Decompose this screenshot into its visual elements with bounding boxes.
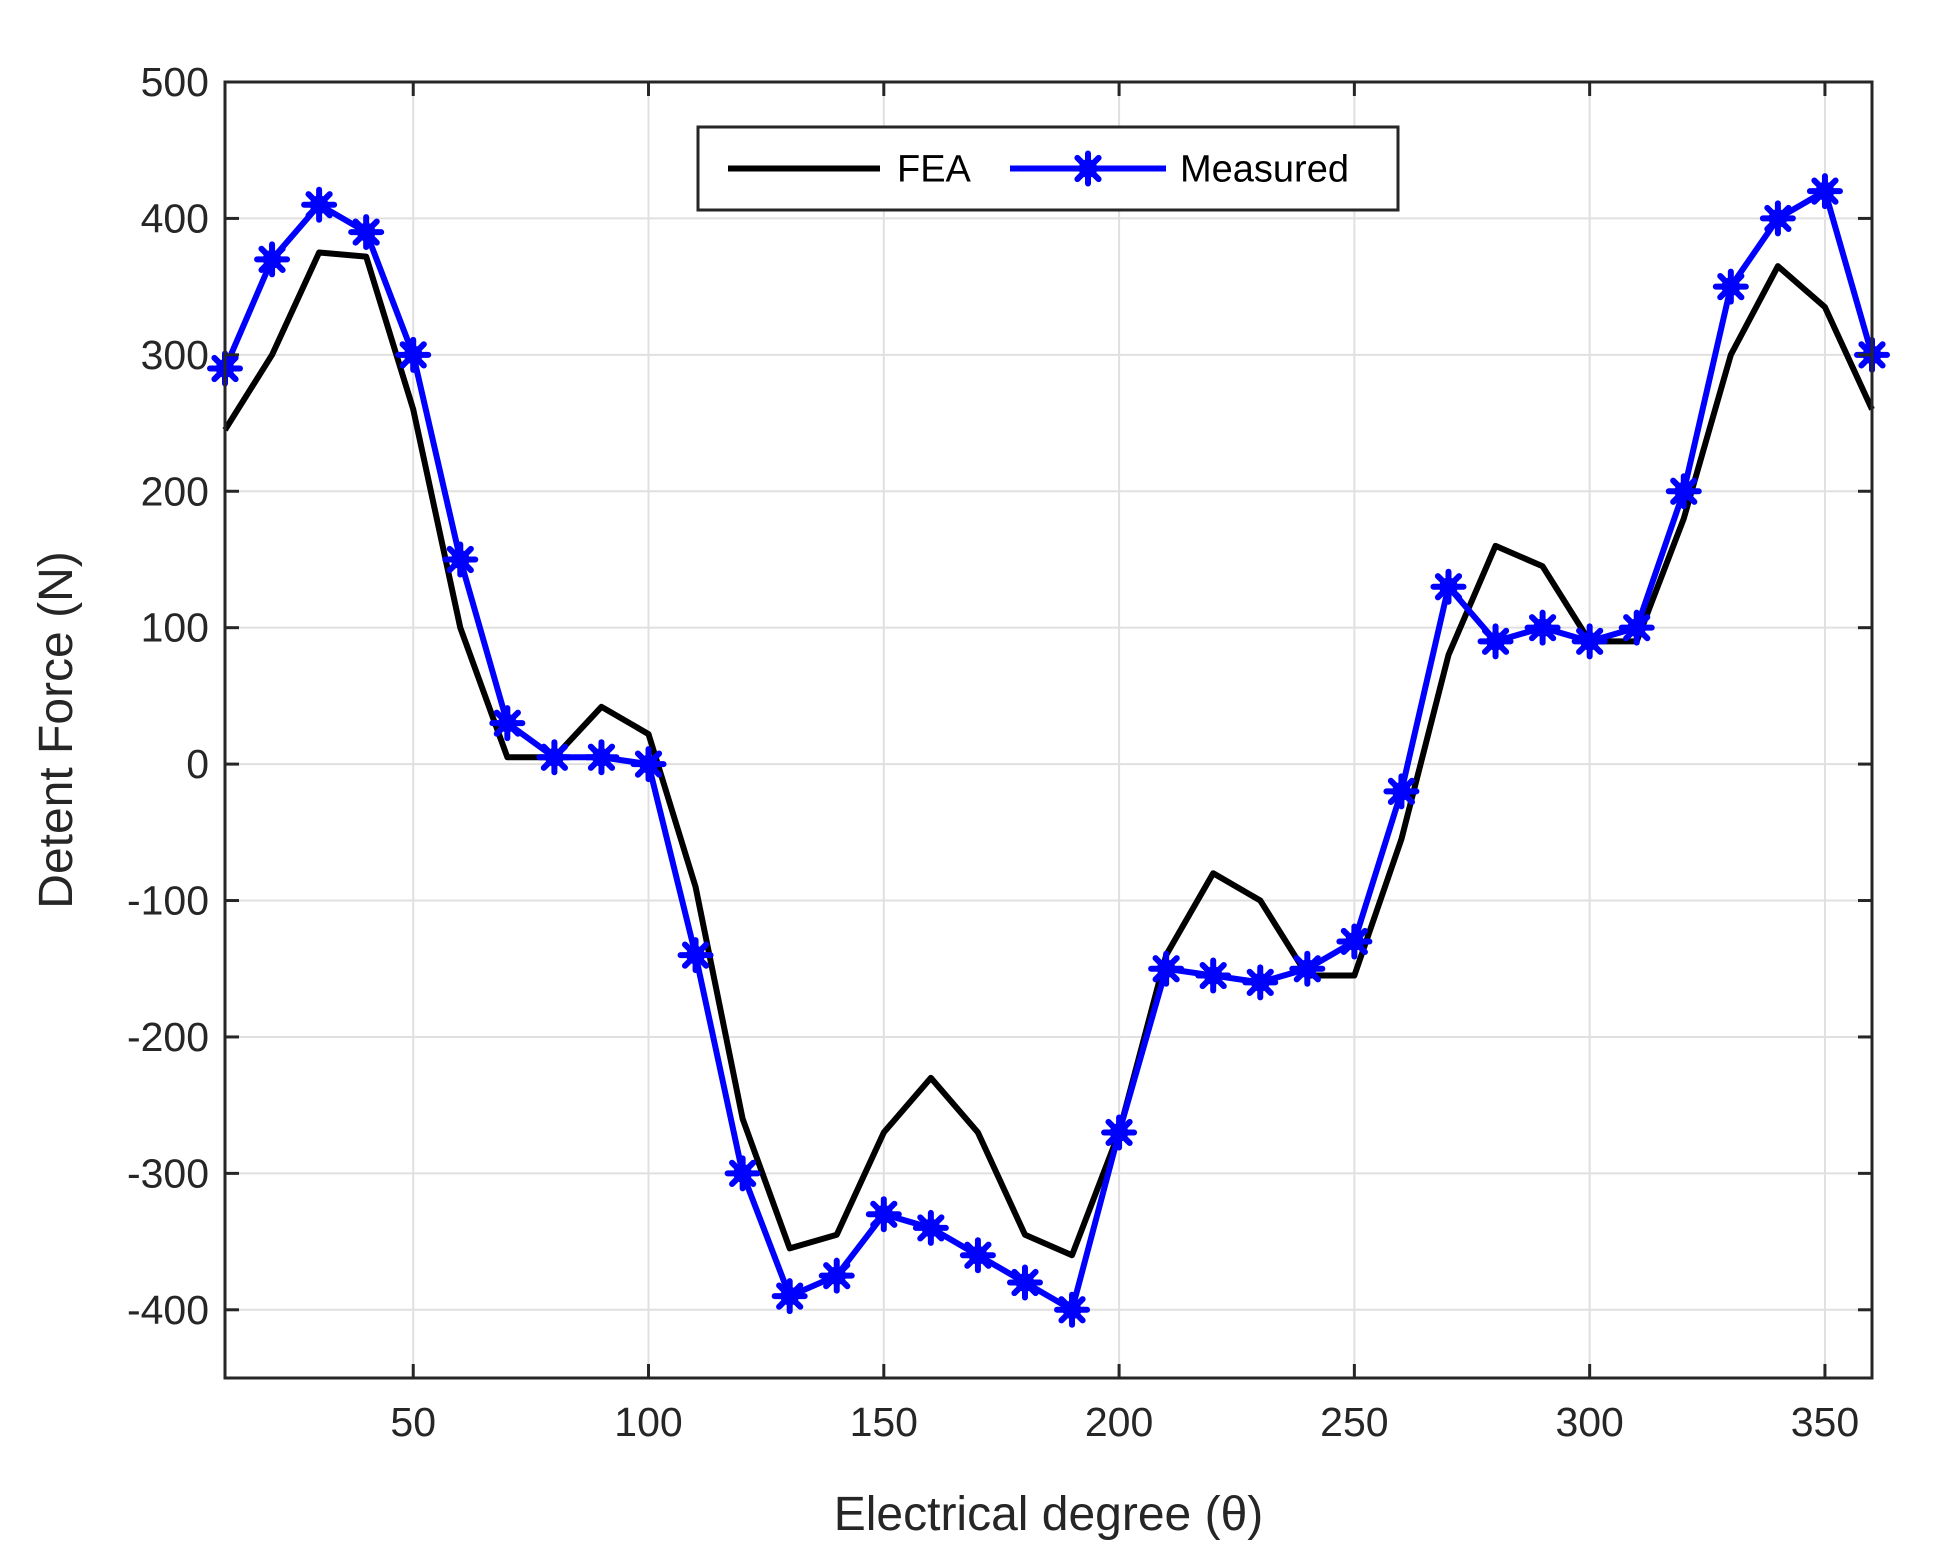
marker-spoke — [1717, 273, 1745, 301]
data-point-measured — [1618, 609, 1655, 646]
y-axis-ticks: -400 -300 -200 -100 0 100 200 300 400 500 — [127, 59, 1872, 1333]
marker-spoke — [729, 1159, 757, 1187]
data-point-measured — [677, 937, 714, 974]
data-point-measured — [912, 1209, 949, 1246]
marker-spoke — [399, 341, 427, 369]
data-point-measured — [959, 1237, 996, 1274]
data-point-measured — [1006, 1264, 1043, 1301]
data-point-measured — [1054, 1291, 1091, 1328]
data-point-measured — [1336, 923, 1373, 960]
y-tick-label: -200 — [127, 1014, 209, 1060]
x-tick-label: 350 — [1791, 1399, 1859, 1445]
marker-spoke — [540, 743, 569, 771]
data-point-measured — [489, 705, 526, 742]
y-tick-label: 300 — [141, 332, 209, 378]
marker-spoke — [1058, 1296, 1086, 1324]
x-tick-label: 150 — [850, 1399, 918, 1445]
marker-spoke — [1011, 1268, 1039, 1297]
marker-spoke — [1152, 955, 1180, 983]
y-tick-label: -300 — [127, 1150, 209, 1196]
data-point-measured — [395, 336, 432, 373]
marker-spoke — [1340, 927, 1368, 956]
marker-spoke — [1387, 777, 1416, 805]
data-point-measured — [724, 1155, 761, 1192]
y-tick-label: 0 — [186, 741, 209, 787]
y-tick-label: -100 — [127, 878, 209, 924]
marker-spoke — [823, 1262, 851, 1290]
marker-spoke — [870, 1200, 898, 1228]
data-point-measured — [442, 541, 479, 578]
data-point-measured — [348, 214, 385, 251]
x-tick-label: 250 — [1320, 1399, 1388, 1445]
marker-spoke — [1670, 477, 1698, 505]
data-point-measured — [301, 186, 338, 223]
data-point-measured — [1195, 957, 1232, 994]
data-point-measured — [1383, 773, 1420, 810]
data-point-measured — [1430, 568, 1467, 605]
data-point-measured — [583, 739, 620, 776]
x-axis-title: Electrical degree (θ) — [834, 1488, 1264, 1541]
x-tick-label: 200 — [1085, 1399, 1153, 1445]
marker-spoke — [1105, 1118, 1133, 1147]
marker-spoke — [1246, 968, 1274, 996]
marker-spoke — [634, 750, 663, 778]
marker-spoke — [1623, 614, 1651, 642]
marker-spoke — [1293, 955, 1321, 983]
marker-spoke — [917, 1214, 945, 1242]
data-point-measured — [818, 1257, 855, 1294]
data-point-measured — [1759, 200, 1796, 237]
data-point-measured — [1148, 950, 1185, 987]
marker-spoke — [493, 709, 521, 737]
plot-frame — [223, 80, 1874, 1380]
x-axis-ticks: 50 100 150 200 250 300 350 — [390, 82, 1859, 1445]
marker-spoke — [1074, 154, 1102, 183]
data-point-measured — [1477, 623, 1514, 660]
x-tick-label: 100 — [614, 1399, 682, 1445]
y-tick-label: 100 — [141, 605, 209, 651]
data-point-measured — [1665, 473, 1702, 510]
x-tick-label: 300 — [1555, 1399, 1623, 1445]
data-point-measured — [536, 739, 573, 776]
marker-spoke — [1528, 614, 1557, 642]
legend-marker-measured — [1070, 150, 1106, 187]
marker-spoke — [1199, 961, 1227, 990]
marker-spoke — [1481, 627, 1510, 655]
marker-spoke — [1576, 627, 1604, 655]
data-point-measured — [254, 241, 291, 278]
marker-spoke — [1434, 573, 1463, 601]
legend-label-measured: Measured — [1180, 149, 1349, 191]
y-tick-label: 500 — [141, 59, 209, 105]
marker-spoke — [587, 743, 616, 771]
marker-spoke — [1764, 204, 1792, 233]
marker-spoke — [681, 941, 710, 969]
marker-spoke — [446, 545, 474, 574]
marker-spoke — [352, 218, 380, 246]
data-point-measured — [1571, 623, 1608, 660]
data-point-measured — [630, 746, 667, 783]
x-tick-label: 50 — [390, 1399, 436, 1445]
y-tick-label: -400 — [127, 1287, 209, 1333]
data-point-measured — [1806, 173, 1843, 210]
marker-spoke — [964, 1241, 992, 1269]
data-point-measured — [1524, 609, 1561, 646]
legend-label-fea: FEA — [897, 149, 972, 191]
data-point-measured — [1242, 964, 1279, 1001]
legend: FEA Measured — [696, 125, 1400, 212]
data-point-measured — [1712, 268, 1749, 305]
data-point-measured — [771, 1278, 808, 1315]
y-tick-label: 200 — [141, 468, 209, 514]
y-tick-label: 400 — [141, 195, 209, 241]
data-point-measured — [1101, 1114, 1138, 1151]
data-point-measured — [1289, 950, 1326, 987]
marker-spoke — [258, 245, 286, 273]
marker-spoke — [305, 191, 333, 219]
data-point-measured — [865, 1196, 902, 1233]
y-axis-title: Detent Force (N) — [30, 551, 83, 908]
marker-spoke — [776, 1282, 804, 1310]
marker-spoke — [1811, 177, 1839, 205]
legend-star-marker — [1070, 150, 1106, 187]
